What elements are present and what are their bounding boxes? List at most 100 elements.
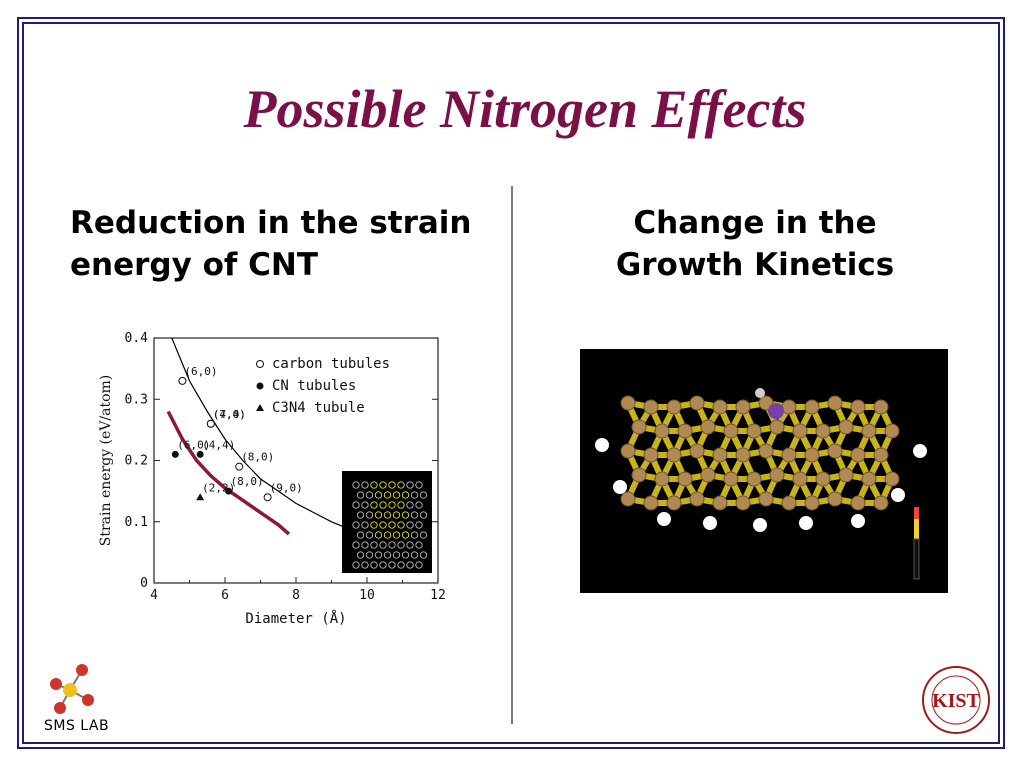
carbon-atom xyxy=(723,471,739,487)
carbon-atom xyxy=(666,447,682,463)
point-label: (8,0) xyxy=(231,475,264,488)
carbon-tubule-point xyxy=(206,419,215,428)
point-label: (6,0) xyxy=(177,438,210,451)
point-label: (8,0) xyxy=(241,451,274,464)
y-tick-label: 0.3 xyxy=(125,392,148,407)
nanotube-hex xyxy=(383,491,392,499)
nanotube-hex xyxy=(383,531,392,539)
carbon-atom xyxy=(712,447,728,463)
nanotube-hex xyxy=(406,561,414,569)
molecule-image xyxy=(580,349,948,593)
nanotube-hex xyxy=(392,551,401,559)
nanotube-hex xyxy=(361,501,369,509)
nanotube-hex xyxy=(419,491,428,499)
x-axis-label: Diameter (Å) xyxy=(245,610,346,627)
x-tick-label: 6 xyxy=(221,588,229,603)
carbon-atom xyxy=(631,467,647,483)
y-tick-label: 0.2 xyxy=(125,454,148,469)
carbon-atom xyxy=(804,495,820,511)
carbon-atom xyxy=(620,395,636,411)
carbon-atom xyxy=(620,443,636,459)
metal-atom xyxy=(755,388,765,398)
carbon-atom xyxy=(884,423,900,439)
y-axis-label: Strain energy (eV/atom) xyxy=(98,375,114,547)
nanotube-hex xyxy=(419,511,428,519)
nanotube-hex xyxy=(374,511,383,519)
nanotube-hex xyxy=(352,561,360,569)
carbon-atom xyxy=(758,491,774,507)
y-tick-label: 0 xyxy=(140,576,148,591)
nanotube-hex xyxy=(410,491,419,499)
nanotube-hex xyxy=(352,521,360,529)
nanotube-hex xyxy=(365,491,374,499)
carbon-atom xyxy=(700,467,716,483)
nanotube-hex xyxy=(383,511,392,519)
scale-bar-mid xyxy=(914,519,919,539)
carbon-atom xyxy=(827,491,843,507)
hydrogen-atom xyxy=(799,516,813,530)
carbon-atom xyxy=(677,423,693,439)
carbon-atom xyxy=(769,419,785,435)
nanotube-hex xyxy=(406,541,414,549)
left-heading: Reduction in the strain energy of CNT xyxy=(70,205,472,283)
carbon-atom xyxy=(631,419,647,435)
carbon-atom xyxy=(769,467,785,483)
nanotube-hex xyxy=(401,511,410,519)
point-label: (9,0) xyxy=(270,481,303,494)
carbon-atom xyxy=(884,471,900,487)
slide-title: Possible Nitrogen Effects xyxy=(243,79,807,139)
nanotube-hex xyxy=(374,551,383,559)
legend-marker-cn xyxy=(256,382,264,390)
carbon-atom xyxy=(792,471,808,487)
carbon-atom xyxy=(861,423,877,439)
carbon-atom xyxy=(781,399,797,415)
hydrogen-atom xyxy=(851,514,865,528)
nanotube-hex xyxy=(361,561,369,569)
carbon-atom xyxy=(838,419,854,435)
chart-svg: 4 6 8 10 12 0 0.1 0.2 0.3 0.4 Diameter (Å) Strain e… xyxy=(98,331,446,627)
right-heading-line2: Growth Kinetics xyxy=(615,247,895,283)
nanotube-hex xyxy=(374,491,383,499)
cn-tubule-point xyxy=(225,487,233,495)
nanotube-hex xyxy=(361,521,369,529)
point-label: (2,2) xyxy=(202,481,235,494)
nanotube-hex xyxy=(361,481,369,489)
nanotube-hex xyxy=(397,541,405,549)
carbon-tubule-point xyxy=(235,462,244,471)
x-tick-label: 4 xyxy=(150,588,158,603)
hydrogen-atom xyxy=(753,518,767,532)
carbon-atom xyxy=(815,423,831,439)
legend-cn-tubules: CN tubules xyxy=(272,378,356,394)
nanotube-hex xyxy=(352,501,360,509)
nanotube-hex xyxy=(361,541,369,549)
x-tick-label: 8 xyxy=(292,588,300,603)
nanotube-hex xyxy=(419,551,428,559)
carbon-atom xyxy=(850,495,866,511)
nanotube-hex xyxy=(415,561,423,569)
nanotube-hex xyxy=(388,521,396,529)
nanotube-hex xyxy=(356,531,365,539)
nanotube-hex xyxy=(415,481,423,489)
carbon-atom xyxy=(712,399,728,415)
nanotube-hex xyxy=(370,521,378,529)
carbon-atom xyxy=(689,443,705,459)
point-label: (6,0) xyxy=(184,365,217,378)
carbon-atom xyxy=(815,471,831,487)
nanotube-hex xyxy=(388,501,396,509)
nanotube-hex xyxy=(383,551,392,559)
carbon-atom xyxy=(781,495,797,511)
scale-bar-bottom xyxy=(913,538,920,580)
kist-logo: KIST xyxy=(920,664,992,736)
carbon-atom xyxy=(873,399,889,415)
legend-carbon-tubules: carbon tubules xyxy=(272,356,390,372)
nanotube-hex xyxy=(401,551,410,559)
nanotube-hex xyxy=(410,531,419,539)
carbon-atom xyxy=(827,395,843,411)
sms-lab-text: SMS LAB xyxy=(44,718,110,734)
nanotube-hex xyxy=(365,551,374,559)
slide-frame-outer xyxy=(17,17,1005,749)
nanotube-hex xyxy=(410,551,419,559)
CN-fit-curve xyxy=(166,410,291,536)
nanotube-hex xyxy=(352,481,360,489)
nanotube-hex xyxy=(379,561,387,569)
